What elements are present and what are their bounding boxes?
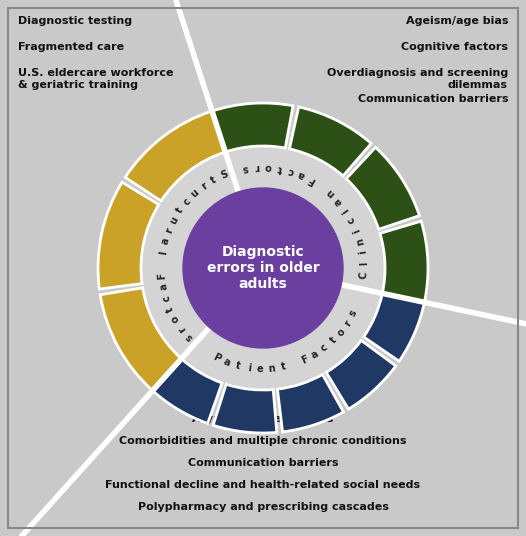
Text: t: t: [165, 304, 176, 313]
Text: t: t: [280, 362, 286, 373]
Wedge shape: [346, 147, 419, 229]
Text: a: a: [222, 356, 231, 368]
Text: Atypical presentations: Atypical presentations: [193, 414, 333, 424]
Text: Polypharmacy and prescribing cascades: Polypharmacy and prescribing cascades: [138, 502, 388, 512]
Text: t: t: [328, 336, 338, 346]
Text: c: c: [181, 196, 193, 207]
Text: r: r: [164, 226, 175, 235]
Text: e: e: [257, 364, 264, 374]
Text: U.S. eldercare workforce
& geriatric training: U.S. eldercare workforce & geriatric tra…: [18, 68, 174, 90]
Text: i: i: [358, 250, 368, 255]
Text: r: r: [342, 318, 353, 328]
Text: a: a: [310, 348, 320, 361]
Text: Communication barriers: Communication barriers: [188, 458, 338, 468]
Text: t: t: [277, 163, 283, 174]
Wedge shape: [153, 359, 222, 423]
Text: i: i: [341, 206, 351, 214]
Text: Comorbidities and multiple chronic conditions: Comorbidities and multiple chronic condi…: [119, 436, 407, 446]
Text: l: l: [158, 250, 168, 255]
Text: Ageism/age bias: Ageism/age bias: [406, 16, 508, 26]
Circle shape: [183, 188, 343, 348]
Text: Diagnostic
errors in older
adults: Diagnostic errors in older adults: [207, 245, 319, 291]
Text: r: r: [199, 181, 209, 191]
Text: s: s: [184, 332, 195, 343]
Text: n: n: [355, 236, 366, 245]
Text: o: o: [335, 326, 347, 338]
Wedge shape: [326, 340, 396, 409]
Wedge shape: [363, 293, 424, 361]
Text: u: u: [168, 215, 180, 226]
Text: t: t: [209, 174, 218, 185]
Text: i: i: [351, 227, 362, 234]
Text: n: n: [268, 363, 276, 374]
Wedge shape: [212, 103, 293, 152]
Text: n: n: [325, 187, 337, 199]
Text: s: s: [348, 308, 359, 318]
Text: r: r: [177, 324, 188, 333]
Text: F: F: [307, 174, 317, 185]
Text: s: s: [242, 163, 249, 174]
Wedge shape: [98, 182, 159, 289]
Text: C: C: [359, 271, 369, 279]
Wedge shape: [213, 384, 277, 433]
Text: a: a: [160, 237, 171, 246]
Text: t: t: [175, 206, 186, 215]
Text: o: o: [170, 314, 182, 324]
Text: Overdiagnosis and screening
dilemmas: Overdiagnosis and screening dilemmas: [327, 68, 508, 90]
Wedge shape: [141, 146, 385, 390]
Text: c: c: [161, 294, 172, 302]
Text: Diagnostic testing: Diagnostic testing: [18, 16, 132, 26]
Text: S: S: [219, 169, 229, 181]
Text: Functional decline and health-related social needs: Functional decline and health-related so…: [105, 480, 421, 490]
Text: o: o: [265, 162, 272, 172]
Text: Fragmented care: Fragmented care: [18, 42, 124, 52]
Wedge shape: [125, 111, 225, 201]
Text: i: i: [247, 363, 251, 373]
Text: Cognitive factors: Cognitive factors: [401, 42, 508, 52]
Wedge shape: [380, 221, 428, 302]
Wedge shape: [289, 107, 371, 176]
Text: c: c: [346, 215, 358, 225]
Text: u: u: [189, 187, 201, 199]
Text: l: l: [359, 262, 369, 265]
Text: c: c: [287, 165, 295, 176]
Text: F: F: [300, 354, 310, 366]
Text: a: a: [333, 195, 345, 207]
Text: P: P: [211, 352, 222, 363]
Text: a: a: [158, 282, 169, 291]
Text: a: a: [297, 169, 307, 181]
Text: F: F: [157, 272, 167, 279]
Wedge shape: [100, 288, 181, 391]
Text: t: t: [234, 360, 241, 371]
Text: r: r: [254, 162, 259, 173]
Text: c: c: [319, 343, 330, 354]
Wedge shape: [277, 375, 343, 432]
Text: Communication barriers: Communication barriers: [358, 94, 508, 104]
